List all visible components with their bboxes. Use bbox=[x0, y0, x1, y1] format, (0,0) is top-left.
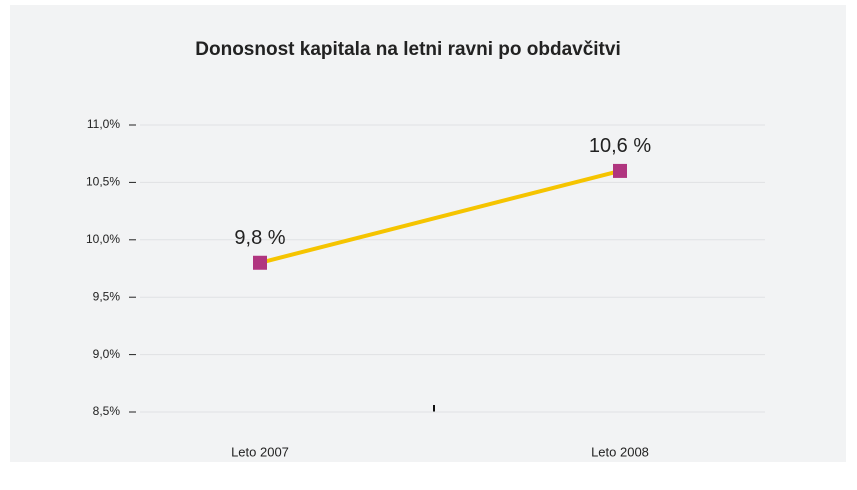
y-tick-label: 9,0% bbox=[93, 347, 121, 361]
y-tick-label: 10,5% bbox=[86, 175, 120, 189]
chart-title: Donosnost kapitala na letni ravni po obd… bbox=[195, 39, 620, 60]
y-tick-label: 11,0% bbox=[87, 117, 120, 131]
data-label: 9,8 % bbox=[234, 227, 285, 249]
y-tick-label: 9,5% bbox=[93, 289, 121, 303]
marker bbox=[253, 255, 267, 270]
x-tick-label: Leto 2007 bbox=[231, 444, 289, 459]
data-label: 10,6 % bbox=[589, 135, 651, 157]
line bbox=[259, 168, 621, 265]
x-tick-label: Leto 2008 bbox=[591, 444, 649, 459]
y-tick-label: 8,5% bbox=[93, 404, 121, 418]
y-tick-label: 10,0% bbox=[86, 232, 120, 246]
marker bbox=[613, 163, 627, 178]
chart-background bbox=[10, 5, 846, 462]
